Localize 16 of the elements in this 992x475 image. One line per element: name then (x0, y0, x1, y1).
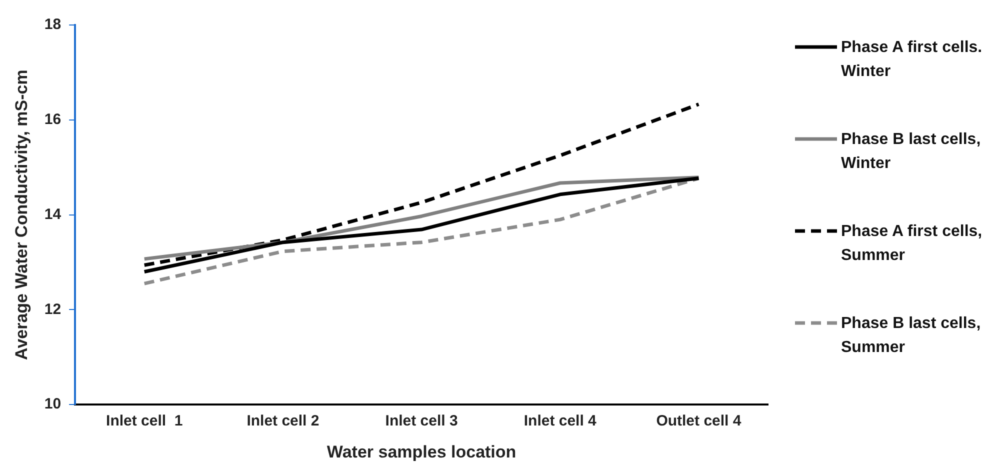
x-tick-label: Inlet cell 4 (524, 412, 598, 430)
legend-label: Phase A first cells. Winter (841, 38, 984, 82)
y-tick-label: 18 (44, 16, 62, 34)
y-tick-label: 10 (44, 396, 62, 413)
y-tick-label: 14 (44, 206, 62, 223)
x-tick-label: Inlet cell 3 (385, 412, 458, 430)
y-axis-title: Average Water Conductivity, mS-cm (12, 70, 31, 360)
legend-label: Phase B last cells, Winter (841, 130, 982, 174)
x-tick-label: Inlet cell 2 (246, 412, 320, 430)
x-tick-label: Inlet cell 1 (106, 412, 183, 430)
y-tick-label: 12 (44, 300, 62, 318)
legend-label: Phase A first cells, Summer (841, 222, 984, 266)
x-axis-title: Water samples location (326, 442, 516, 462)
x-tick-label: Outlet cell 4 (656, 412, 742, 430)
legend-label: Phase B last cells, Summer (841, 314, 982, 358)
y-tick-label: 16 (44, 111, 62, 128)
